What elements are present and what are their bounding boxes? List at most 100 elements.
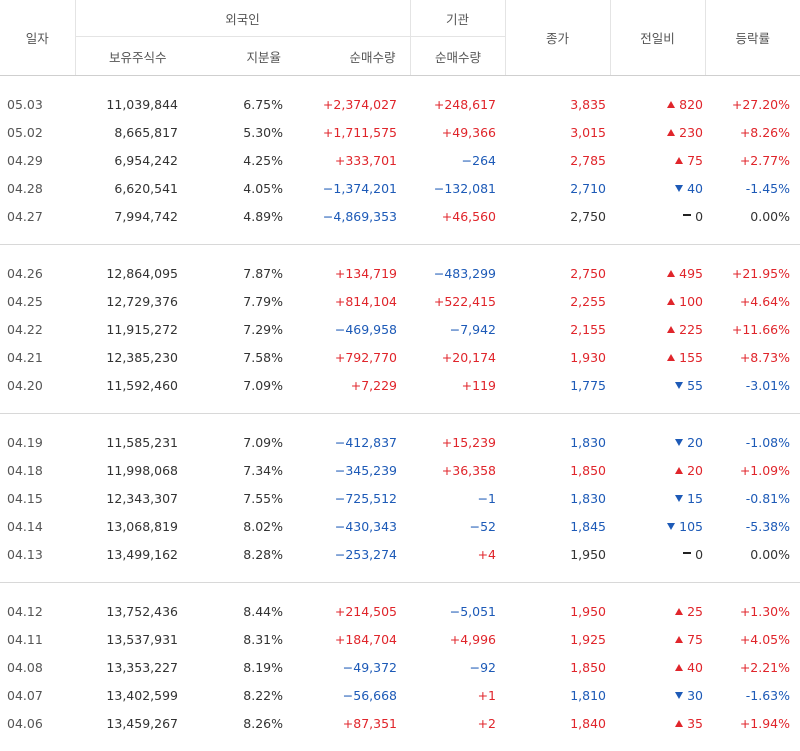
close-price-cell: 2,155 — [505, 315, 610, 343]
ratio-cell: 7.34% — [180, 456, 295, 484]
date-cell: 04.27 — [0, 202, 75, 245]
header-inst-net: 순매수량 — [410, 37, 505, 76]
change-rate-cell: +2.21% — [705, 653, 800, 681]
header-foreign: 외국인 — [75, 0, 410, 37]
foreign-net-cell: −430,343 — [295, 512, 410, 540]
inst-net-cell: +36,358 — [410, 456, 505, 484]
diff-value: 0 — [695, 547, 703, 562]
header-institution: 기관 — [410, 0, 505, 37]
inst-net-cell: −5,051 — [410, 583, 505, 626]
close-price-cell: 1,950 — [505, 583, 610, 626]
diff-cell: 15 — [610, 484, 705, 512]
inst-net-cell: −132,081 — [410, 174, 505, 202]
date-cell: 04.26 — [0, 245, 75, 288]
diff-cell: 495 — [610, 245, 705, 288]
change-rate-cell: +1.09% — [705, 456, 800, 484]
close-price-cell: 2,710 — [505, 174, 610, 202]
close-price-cell: 1,930 — [505, 343, 610, 371]
date-cell: 04.07 — [0, 681, 75, 709]
foreign-net-cell: −56,668 — [295, 681, 410, 709]
change-rate-cell: +2.77% — [705, 146, 800, 174]
change-rate-cell: +27.20% — [705, 76, 800, 119]
arrow-up-icon — [667, 270, 675, 277]
arrow-up-icon — [675, 636, 683, 643]
diff-value: 75 — [687, 153, 703, 168]
holdings-cell: 11,592,460 — [75, 371, 180, 414]
inst-net-cell: +1 — [410, 681, 505, 709]
header-diff: 전일비 — [610, 0, 705, 76]
diff-value: 20 — [687, 463, 703, 478]
diff-value: 100 — [679, 294, 703, 309]
date-cell: 04.06 — [0, 709, 75, 751]
arrow-down-icon — [667, 523, 675, 530]
close-price-cell: 1,845 — [505, 512, 610, 540]
foreign-net-cell: +1,711,575 — [295, 118, 410, 146]
inst-net-cell: −264 — [410, 146, 505, 174]
close-price-cell: 1,850 — [505, 653, 610, 681]
date-cell: 04.15 — [0, 484, 75, 512]
arrow-up-icon — [667, 326, 675, 333]
diff-value: 40 — [687, 660, 703, 675]
foreign-net-cell: +184,704 — [295, 625, 410, 653]
table-header: 일자 외국인 기관 종가 전일비 등락률 보유주식수 지분율 순매수량 순매수량 — [0, 0, 800, 76]
foreign-net-cell: +214,505 — [295, 583, 410, 626]
foreign-net-cell: −253,274 — [295, 540, 410, 583]
date-cell: 04.20 — [0, 371, 75, 414]
date-cell: 04.19 — [0, 414, 75, 457]
holdings-cell: 11,039,844 — [75, 76, 180, 119]
arrow-down-icon — [675, 382, 683, 389]
diff-value: 225 — [679, 322, 703, 337]
diff-value: 35 — [687, 716, 703, 731]
inst-net-cell: −1 — [410, 484, 505, 512]
inst-net-cell: +522,415 — [410, 287, 505, 315]
diff-cell: 75 — [610, 625, 705, 653]
arrow-up-icon — [675, 467, 683, 474]
foreign-net-cell: −469,958 — [295, 315, 410, 343]
change-rate-cell: -3.01% — [705, 371, 800, 414]
diff-cell: 105 — [610, 512, 705, 540]
header-foreign-net: 순매수량 — [295, 37, 410, 76]
inst-net-cell: +248,617 — [410, 76, 505, 119]
holdings-cell: 6,954,242 — [75, 146, 180, 174]
diff-value: 105 — [679, 519, 703, 534]
close-price-cell: 2,750 — [505, 245, 610, 288]
foreign-net-cell: +792,770 — [295, 343, 410, 371]
ratio-cell: 8.22% — [180, 681, 295, 709]
foreign-net-cell: +134,719 — [295, 245, 410, 288]
arrow-down-icon — [675, 692, 683, 699]
inst-net-cell: +2 — [410, 709, 505, 751]
change-rate-cell: +4.64% — [705, 287, 800, 315]
change-rate-cell: +1.30% — [705, 583, 800, 626]
change-rate-cell: -1.08% — [705, 414, 800, 457]
ratio-cell: 7.09% — [180, 371, 295, 414]
ratio-cell: 7.58% — [180, 343, 295, 371]
close-price-cell: 1,810 — [505, 681, 610, 709]
change-rate-cell: 0.00% — [705, 540, 800, 583]
arrow-down-icon — [675, 495, 683, 502]
ratio-cell: 8.31% — [180, 625, 295, 653]
ratio-cell: 7.29% — [180, 315, 295, 343]
close-price-cell: 1,950 — [505, 540, 610, 583]
date-cell: 04.13 — [0, 540, 75, 583]
diff-value: 230 — [679, 125, 703, 140]
diff-value: 25 — [687, 604, 703, 619]
diff-value: 820 — [679, 97, 703, 112]
arrow-up-icon — [675, 608, 683, 615]
diff-cell: 230 — [610, 118, 705, 146]
date-cell: 05.03 — [0, 76, 75, 119]
holdings-cell: 13,068,819 — [75, 512, 180, 540]
diff-value: 55 — [687, 378, 703, 393]
